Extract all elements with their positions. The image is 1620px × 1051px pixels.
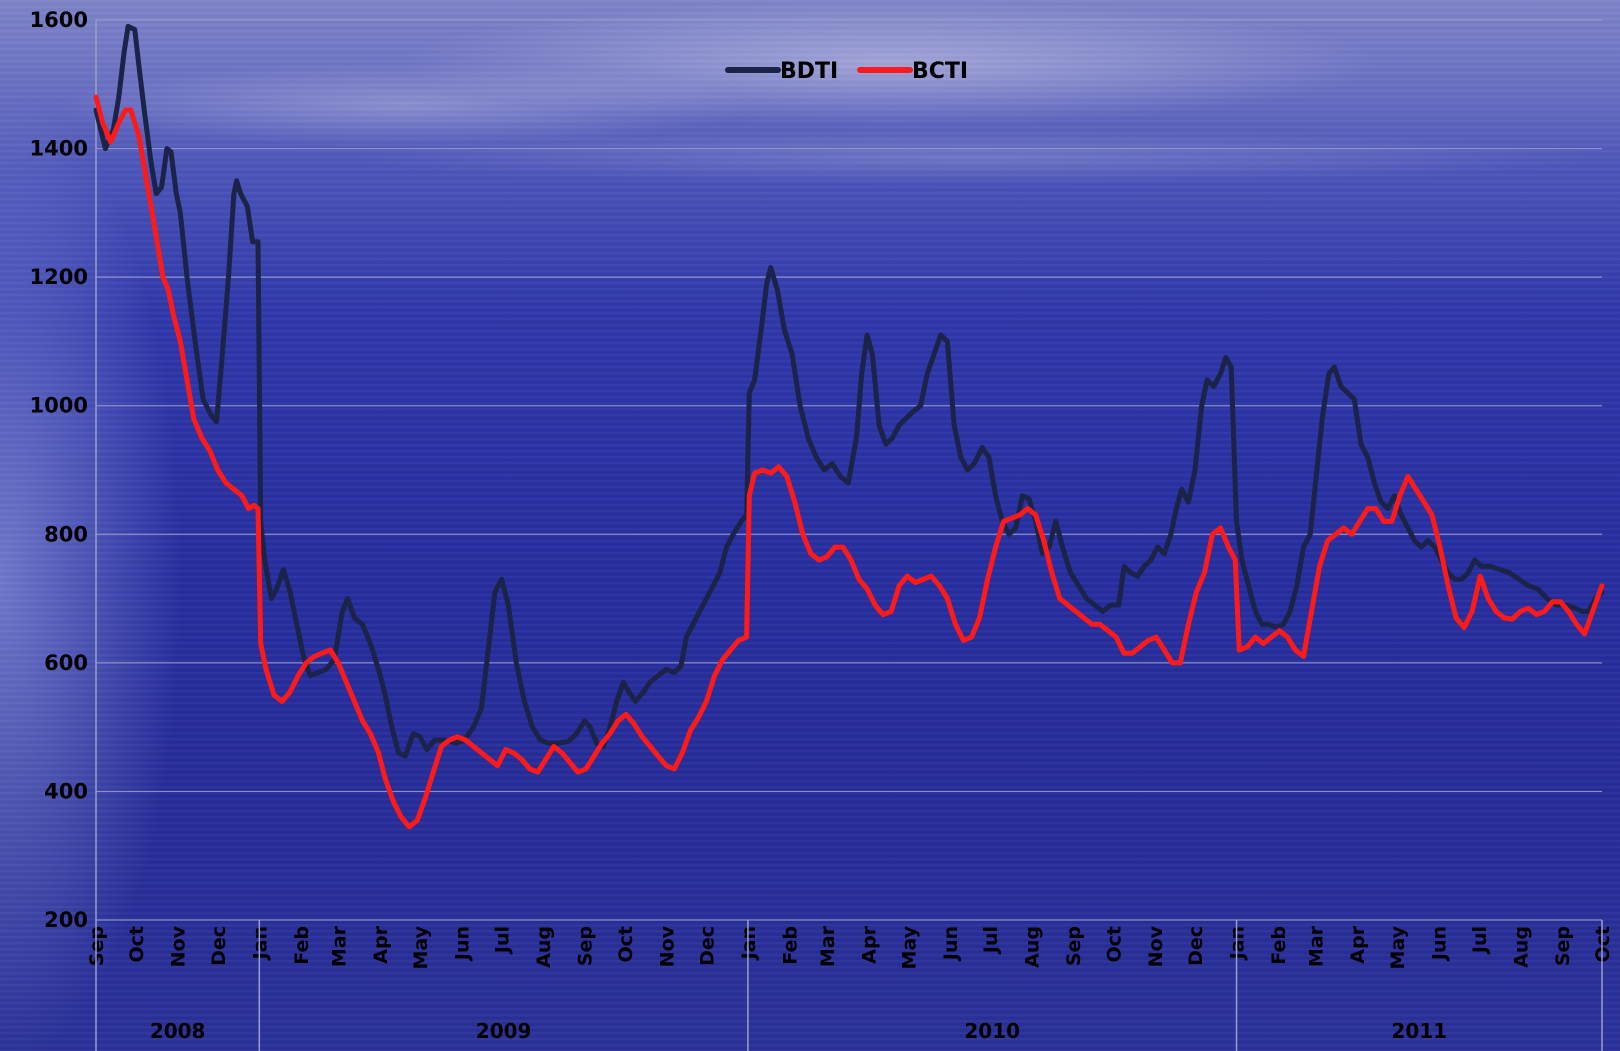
x-tick-label: Jan — [1227, 926, 1249, 961]
y-axis: 200 400 600 800 1000 1200 1400 1600 — [30, 8, 97, 932]
x-tick-label: Sep — [86, 926, 108, 966]
year-axis: 2008 2009 2010 2011 — [95, 920, 1603, 1051]
x-tick-label: Sep — [575, 926, 597, 966]
year-label: 2011 — [1391, 1019, 1447, 1043]
legend: BDTI BCTI — [725, 59, 968, 84]
y-tick-label: 1600 — [30, 8, 88, 32]
x-tick-label: Jun — [1429, 926, 1451, 962]
year-label: 2009 — [476, 1019, 532, 1043]
x-tick-label: Jul — [980, 926, 1002, 955]
y-tick-label: 1000 — [30, 394, 88, 418]
x-tick-label: Jan — [738, 926, 760, 961]
y-tick-label: 800 — [44, 522, 88, 546]
legend-label-bcti: BCTI — [912, 59, 968, 84]
x-tick-label: Sep — [1063, 926, 1085, 966]
x-tick-label: May — [410, 925, 432, 969]
x-tick-label: Apr — [1347, 925, 1369, 963]
year-label: 2008 — [150, 1019, 206, 1043]
y-tick-label: 1200 — [30, 265, 88, 289]
series-layer — [93, 23, 1605, 830]
x-tick-label: Oct — [1592, 926, 1614, 963]
x-tick-label: Oct — [1103, 926, 1125, 963]
y-tick-label: 1400 — [30, 137, 88, 161]
x-tick-label: Dec — [208, 926, 230, 966]
x-tick-label: Mar — [328, 925, 350, 967]
x-tick-label: Oct — [615, 926, 637, 963]
x-tick-label: Sep — [1552, 926, 1574, 966]
x-tick-label: Aug — [533, 926, 555, 968]
x-tick-label: Jun — [940, 926, 962, 962]
x-tick-label: May — [1387, 925, 1409, 969]
x-tick-label: Dec — [1185, 926, 1207, 966]
x-tick-label: Feb — [779, 926, 801, 965]
y-tick-label: 600 — [44, 651, 88, 675]
grid-lines — [96, 19, 1602, 921]
x-tick-label: Nov — [1145, 925, 1167, 967]
x-tick-label: Jul — [492, 926, 514, 955]
y-tick-label: 400 — [44, 779, 88, 803]
x-tick-label: Jul — [1469, 926, 1491, 955]
x-tick-label: Jun — [452, 926, 474, 962]
x-tick-label: Feb — [291, 926, 313, 965]
year-label: 2010 — [964, 1019, 1020, 1043]
series-line-bcti — [93, 94, 1605, 830]
y-tick-label: 200 — [44, 908, 88, 932]
x-tick-label: Dec — [696, 926, 718, 966]
x-tick-label: May — [899, 925, 921, 969]
x-tick-label: Mar — [817, 925, 839, 967]
x-tick-label: Feb — [1268, 926, 1290, 965]
x-tick-label: Mar — [1306, 925, 1328, 967]
series-line-bdti — [93, 23, 1605, 759]
x-tick-label: Apr — [858, 925, 880, 963]
x-tick-label: Aug — [1510, 926, 1532, 968]
x-tick-label: Oct — [126, 926, 148, 963]
x-axis: Sep Oct Nov Dec Jan Feb Mar Apr May Jun Jul Aug Sep O… — [86, 925, 1614, 969]
legend-label-bdti: BDTI — [780, 59, 838, 84]
x-tick-label: Nov — [656, 925, 678, 967]
x-tick-label: Nov — [168, 925, 190, 967]
x-tick-label: Apr — [370, 925, 392, 963]
x-tick-label: Jan — [249, 926, 271, 961]
x-tick-label: Aug — [1022, 926, 1044, 968]
